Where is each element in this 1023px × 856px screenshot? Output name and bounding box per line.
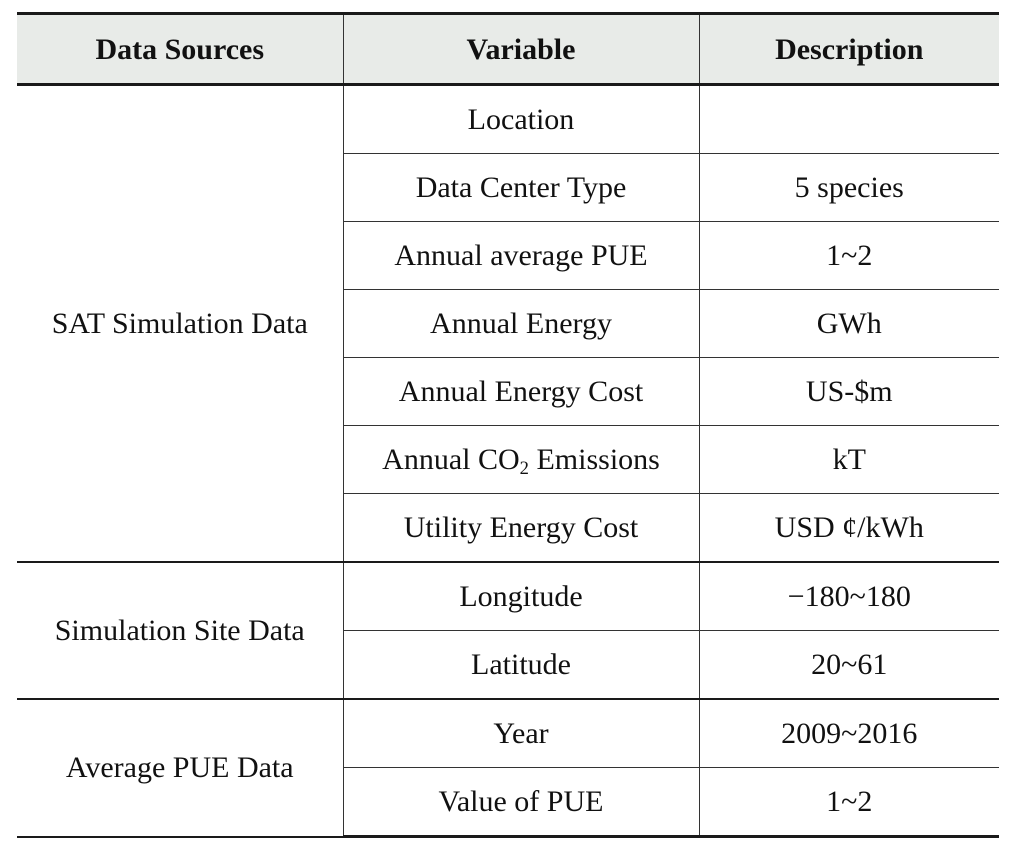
variable-cell: Annual average PUE <box>342 221 699 290</box>
table-row: Annual CO2 Emissions kT <box>17 425 999 494</box>
source-average-pue-data: Average PUE Data <box>17 699 343 838</box>
table-row: Annual Energy Cost US-$m <box>17 357 999 426</box>
variable-cell: Latitude <box>342 630 699 700</box>
table-row: Simulation Site Data Longitude −180~180 <box>17 562 999 700</box>
variable-suffix: Emissions <box>528 443 660 476</box>
description-cell: US-$m <box>698 357 999 426</box>
description-cell: 5 species <box>698 153 999 222</box>
variable-prefix: Annual CO <box>382 443 520 476</box>
header-row: Data Sources Variable Description <box>17 12 999 86</box>
variable-cell: Utility Energy Cost <box>342 493 699 563</box>
table-row: Annual average PUE 1~2 <box>17 221 999 290</box>
table-row: Average PUE Data Year 2009~2016 <box>17 699 999 838</box>
table-row: Utility Energy Cost USD ¢/kWh <box>17 493 999 563</box>
description-cell: 1~2 <box>698 767 999 838</box>
description-cell <box>698 84 999 154</box>
variable-cell: Annual Energy <box>342 289 699 358</box>
table-row: SAT Simulation Data Location <box>17 84 999 563</box>
variable-cell: Value of PUE <box>342 767 699 838</box>
description-cell: USD ¢/kWh <box>698 493 999 563</box>
table-row: Data Center Type 5 species <box>17 153 999 222</box>
variable-cell: Annual Energy Cost <box>342 357 699 426</box>
variable-cell: Longitude <box>342 562 699 631</box>
description-cell: 20~61 <box>698 630 999 700</box>
header-description: Description <box>698 12 999 86</box>
header-data-sources: Data Sources <box>17 12 343 86</box>
table-row: Value of PUE 1~2 <box>17 767 999 838</box>
variable-cell: Annual CO2 Emissions <box>342 425 699 494</box>
data-sources-table: Data Sources Variable Description SAT Si… <box>17 12 999 838</box>
table-row: Annual Energy GWh <box>17 289 999 358</box>
variable-subscript: 2 <box>519 458 529 480</box>
variable-cell: Location <box>342 84 699 154</box>
description-cell: 1~2 <box>698 221 999 290</box>
variable-cell: Data Center Type <box>342 153 699 222</box>
description-cell: kT <box>698 425 999 494</box>
description-cell: 2009~2016 <box>698 699 999 768</box>
table-row: Latitude 20~61 <box>17 630 999 700</box>
source-sat-simulation-data: SAT Simulation Data <box>17 84 343 563</box>
source-simulation-site-data: Simulation Site Data <box>17 562 343 700</box>
variable-cell: Year <box>342 699 699 768</box>
description-cell: −180~180 <box>698 562 999 631</box>
header-variable: Variable <box>342 12 699 86</box>
description-cell: GWh <box>698 289 999 358</box>
